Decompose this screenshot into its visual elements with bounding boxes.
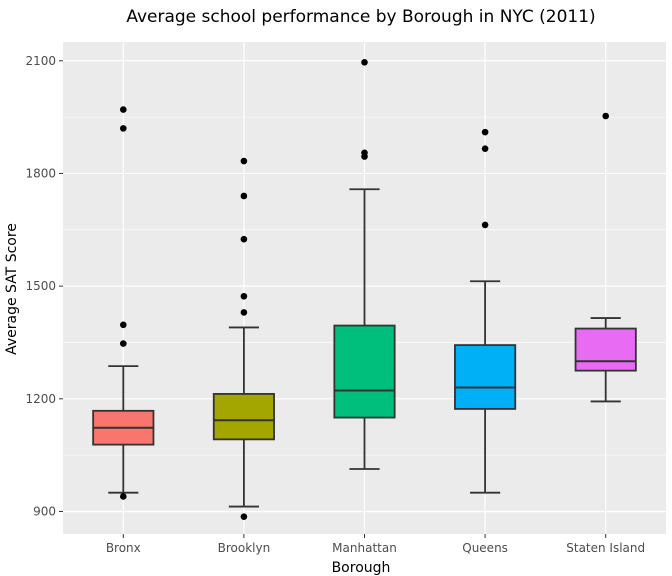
outlier-point bbox=[240, 235, 248, 243]
outlier-point bbox=[361, 153, 368, 160]
outlier-point bbox=[120, 493, 127, 500]
x-tick-label: Queens bbox=[462, 541, 508, 555]
outlier-point bbox=[240, 192, 248, 200]
box-brooklyn bbox=[212, 157, 275, 521]
y-axis-ticks: 900 1200 1500 1800 2100 bbox=[25, 54, 63, 518]
outlier-point bbox=[120, 125, 127, 132]
y-tick-label: 1500 bbox=[25, 279, 56, 293]
chart-title: Average school performance by Borough in… bbox=[126, 7, 595, 27]
y-tick-label: 2100 bbox=[25, 54, 56, 68]
box-series bbox=[92, 58, 637, 521]
box-body bbox=[212, 393, 275, 441]
outlier-point bbox=[240, 157, 248, 165]
box-body bbox=[454, 344, 517, 410]
outlier-point bbox=[602, 112, 609, 120]
outlier-point bbox=[240, 513, 248, 521]
box-queens bbox=[454, 128, 517, 494]
outlier-point bbox=[481, 128, 489, 136]
outlier-point bbox=[120, 321, 127, 329]
x-tick-label: Manhattan bbox=[332, 541, 397, 555]
x-axis-title: Borough bbox=[332, 560, 391, 576]
x-tick-label: Bronx bbox=[106, 541, 141, 555]
x-axis-ticks: Bronx Brooklyn Manhattan Queens Staten Islan… bbox=[106, 534, 645, 555]
y-tick-label: 900 bbox=[33, 504, 56, 518]
outlier-point bbox=[481, 145, 489, 152]
outlier-point bbox=[481, 221, 489, 229]
outlier-point bbox=[240, 292, 248, 300]
box-body bbox=[333, 324, 396, 419]
outlier-point bbox=[361, 58, 368, 66]
y-tick-label: 1800 bbox=[25, 166, 56, 180]
x-tick-label: Brooklyn bbox=[218, 541, 271, 555]
box-manhattan bbox=[333, 58, 396, 470]
x-tick-label: Staten Island bbox=[566, 541, 645, 555]
outlier-point bbox=[240, 309, 248, 316]
outlier-point bbox=[120, 340, 127, 347]
box-bronx bbox=[92, 106, 155, 500]
y-axis-title: Average SAT Score bbox=[4, 223, 20, 355]
outlier-point bbox=[120, 106, 127, 113]
box-staten-island bbox=[574, 112, 637, 403]
y-tick-label: 1200 bbox=[25, 392, 56, 406]
box-body bbox=[574, 327, 637, 372]
